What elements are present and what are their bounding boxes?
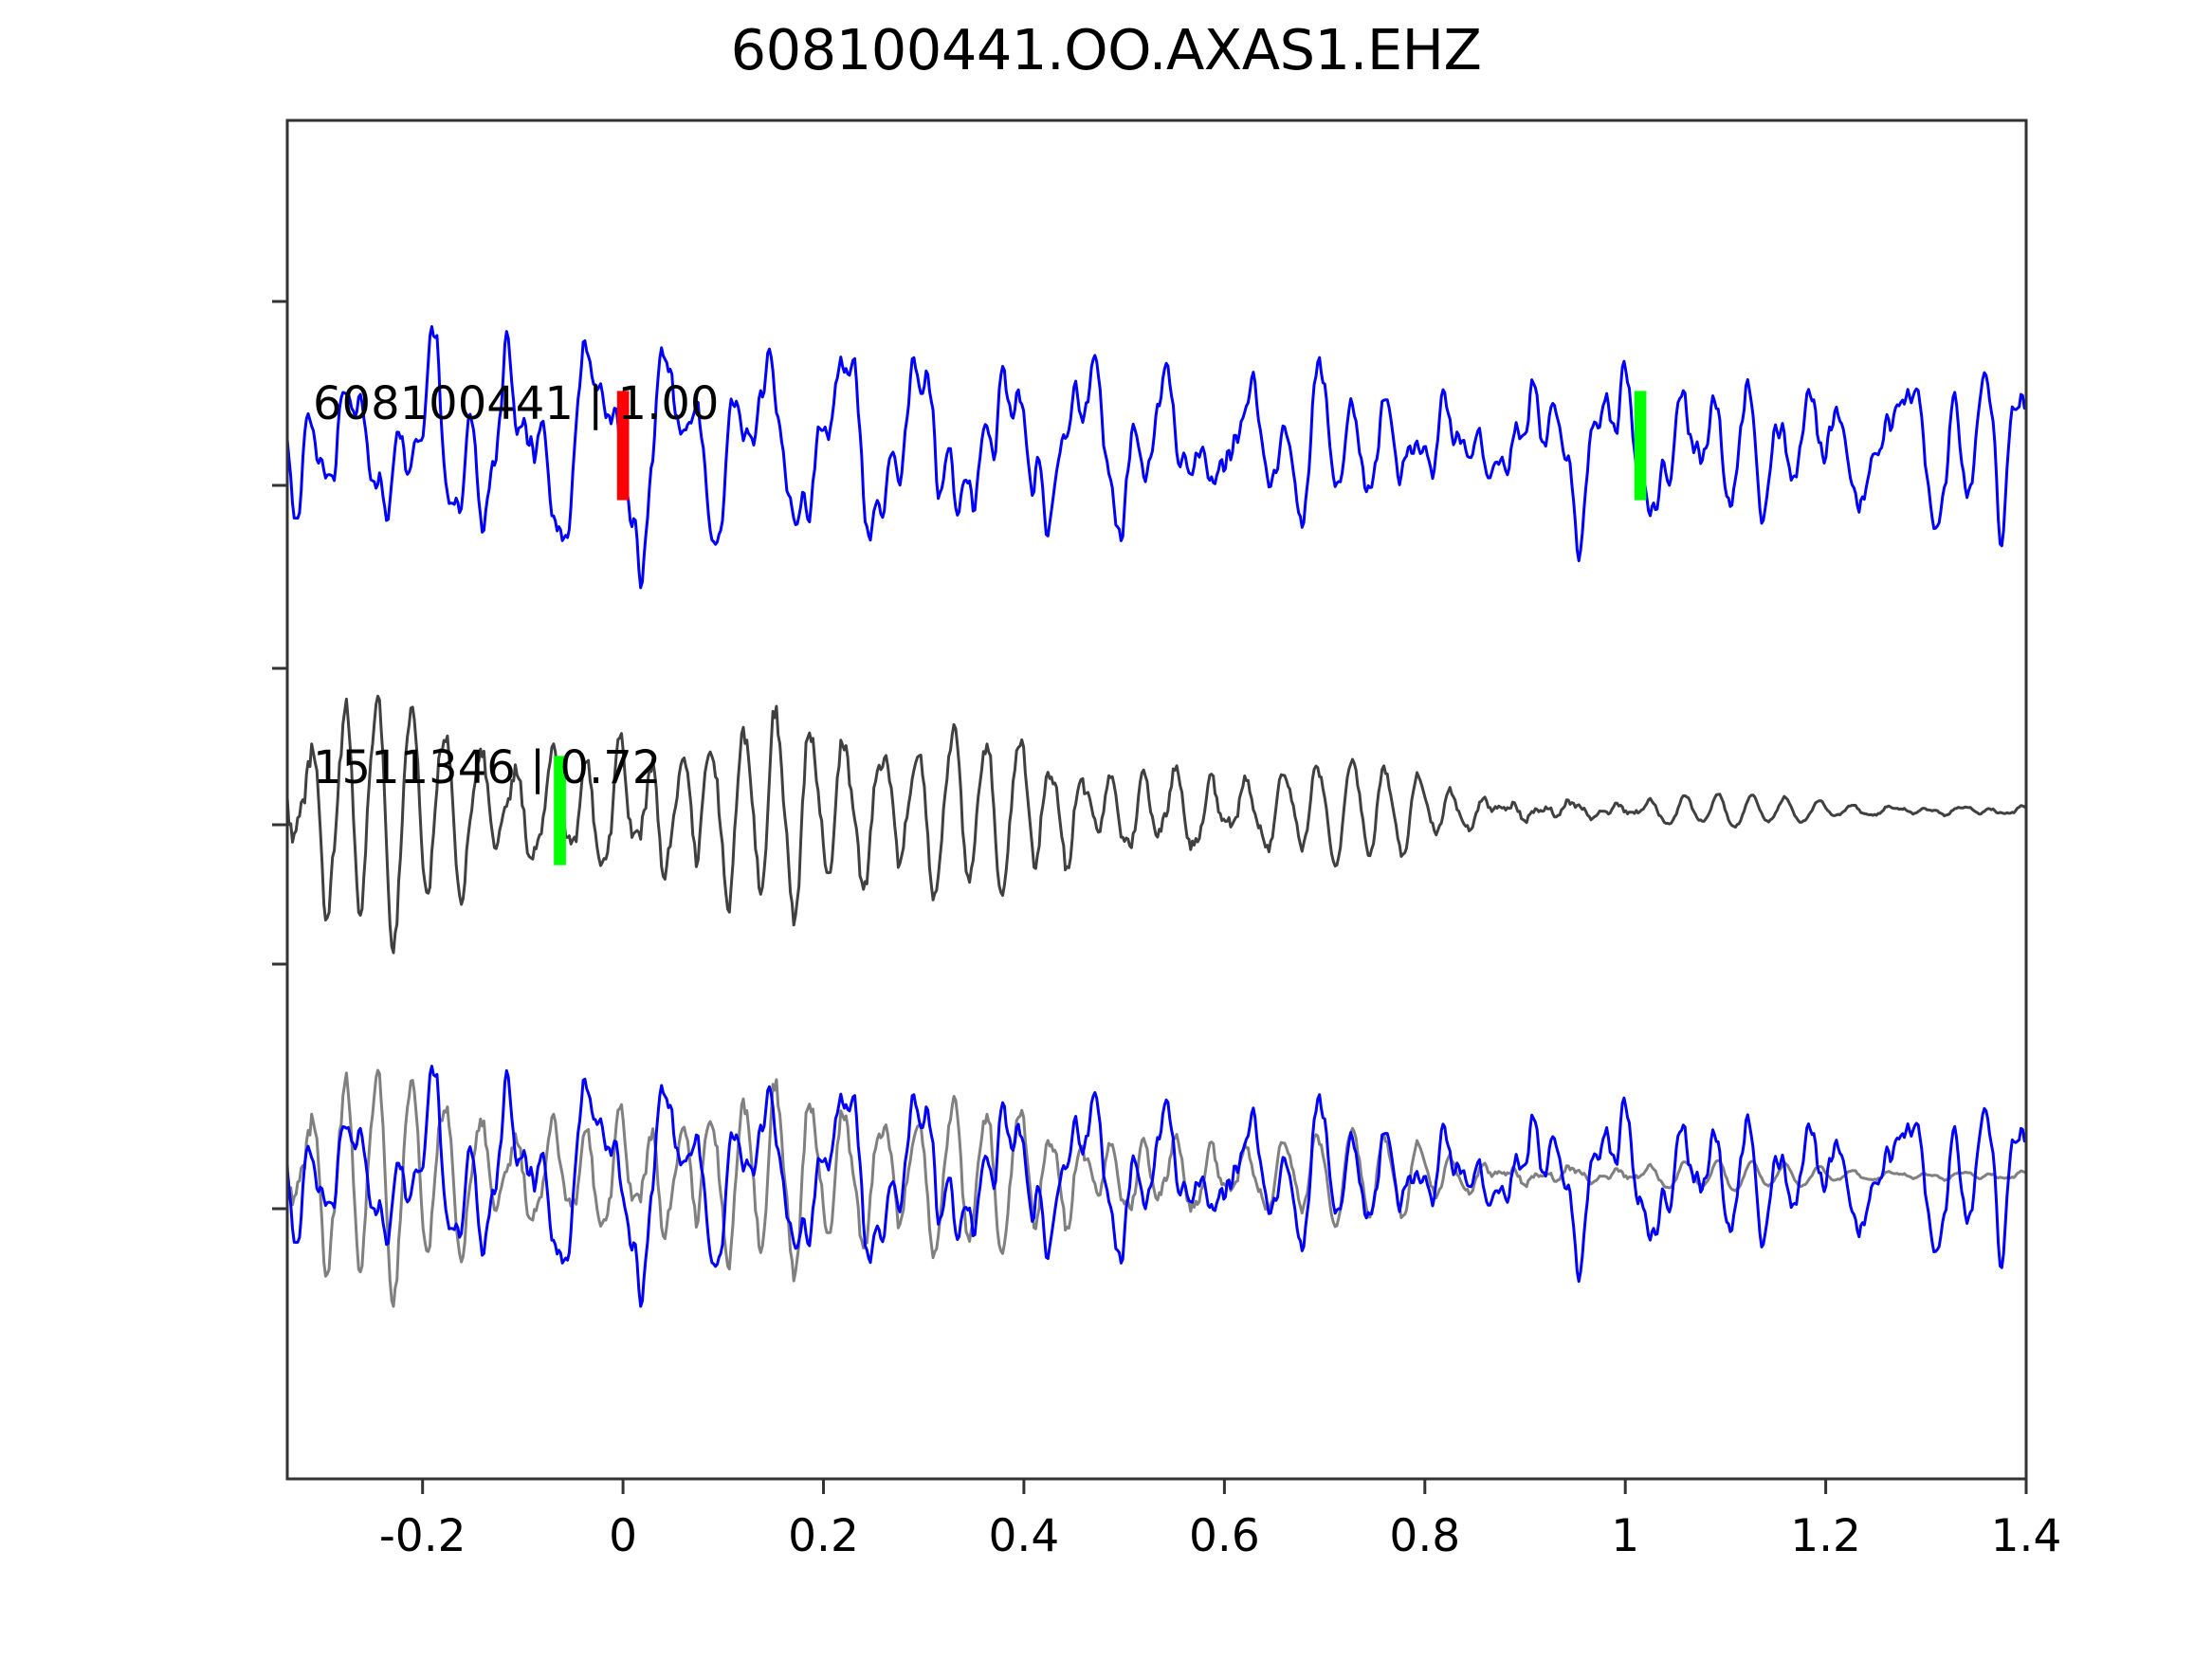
waveform-traces bbox=[287, 325, 2026, 1308]
x-tick-label: 0.4 bbox=[989, 1510, 1060, 1562]
marker-s-pick-panel1 bbox=[554, 756, 566, 866]
axes-frame bbox=[285, 118, 2028, 1481]
waveform-line-1511346-panel1 bbox=[287, 694, 2026, 955]
pick-markers bbox=[554, 391, 1647, 866]
x-tick-label: 1.2 bbox=[1790, 1510, 1861, 1562]
x-axis-ticks bbox=[421, 1479, 2028, 1494]
waveform-line-1511346-panel2 bbox=[287, 1068, 2026, 1308]
marker-s-pick-panel0 bbox=[1634, 391, 1647, 501]
waveform-line-608100441-panel2 bbox=[287, 1065, 2026, 1308]
waveform-line-608100441-panel0 bbox=[287, 325, 2026, 590]
x-tick-label: 0.2 bbox=[788, 1510, 859, 1562]
trace-annotation-template: 608100441 | 1.00 bbox=[313, 377, 719, 430]
x-tick-label: 0.6 bbox=[1189, 1510, 1260, 1562]
x-tick-label: 1.4 bbox=[1991, 1510, 2062, 1562]
axes-rectangle bbox=[285, 118, 2028, 1481]
marker-p-pick-panel0 bbox=[616, 391, 630, 501]
page-title: 608100441.OO.AXAS1.EHZ bbox=[730, 17, 1482, 82]
x-tick-label: 0.8 bbox=[1389, 1510, 1460, 1562]
x-tick-label: 0 bbox=[609, 1510, 637, 1562]
y-axis-ticks bbox=[272, 300, 287, 1211]
trace-annotation-detection: 1511346 | 0.72 bbox=[313, 741, 661, 794]
x-tick-label: 1 bbox=[1611, 1510, 1639, 1562]
x-tick-label: -0.2 bbox=[379, 1510, 466, 1562]
x-axis-tick-labels: -0.2 0 0.2 0.4 0.6 0.8 1 1.2 1.4 bbox=[379, 1510, 2062, 1562]
